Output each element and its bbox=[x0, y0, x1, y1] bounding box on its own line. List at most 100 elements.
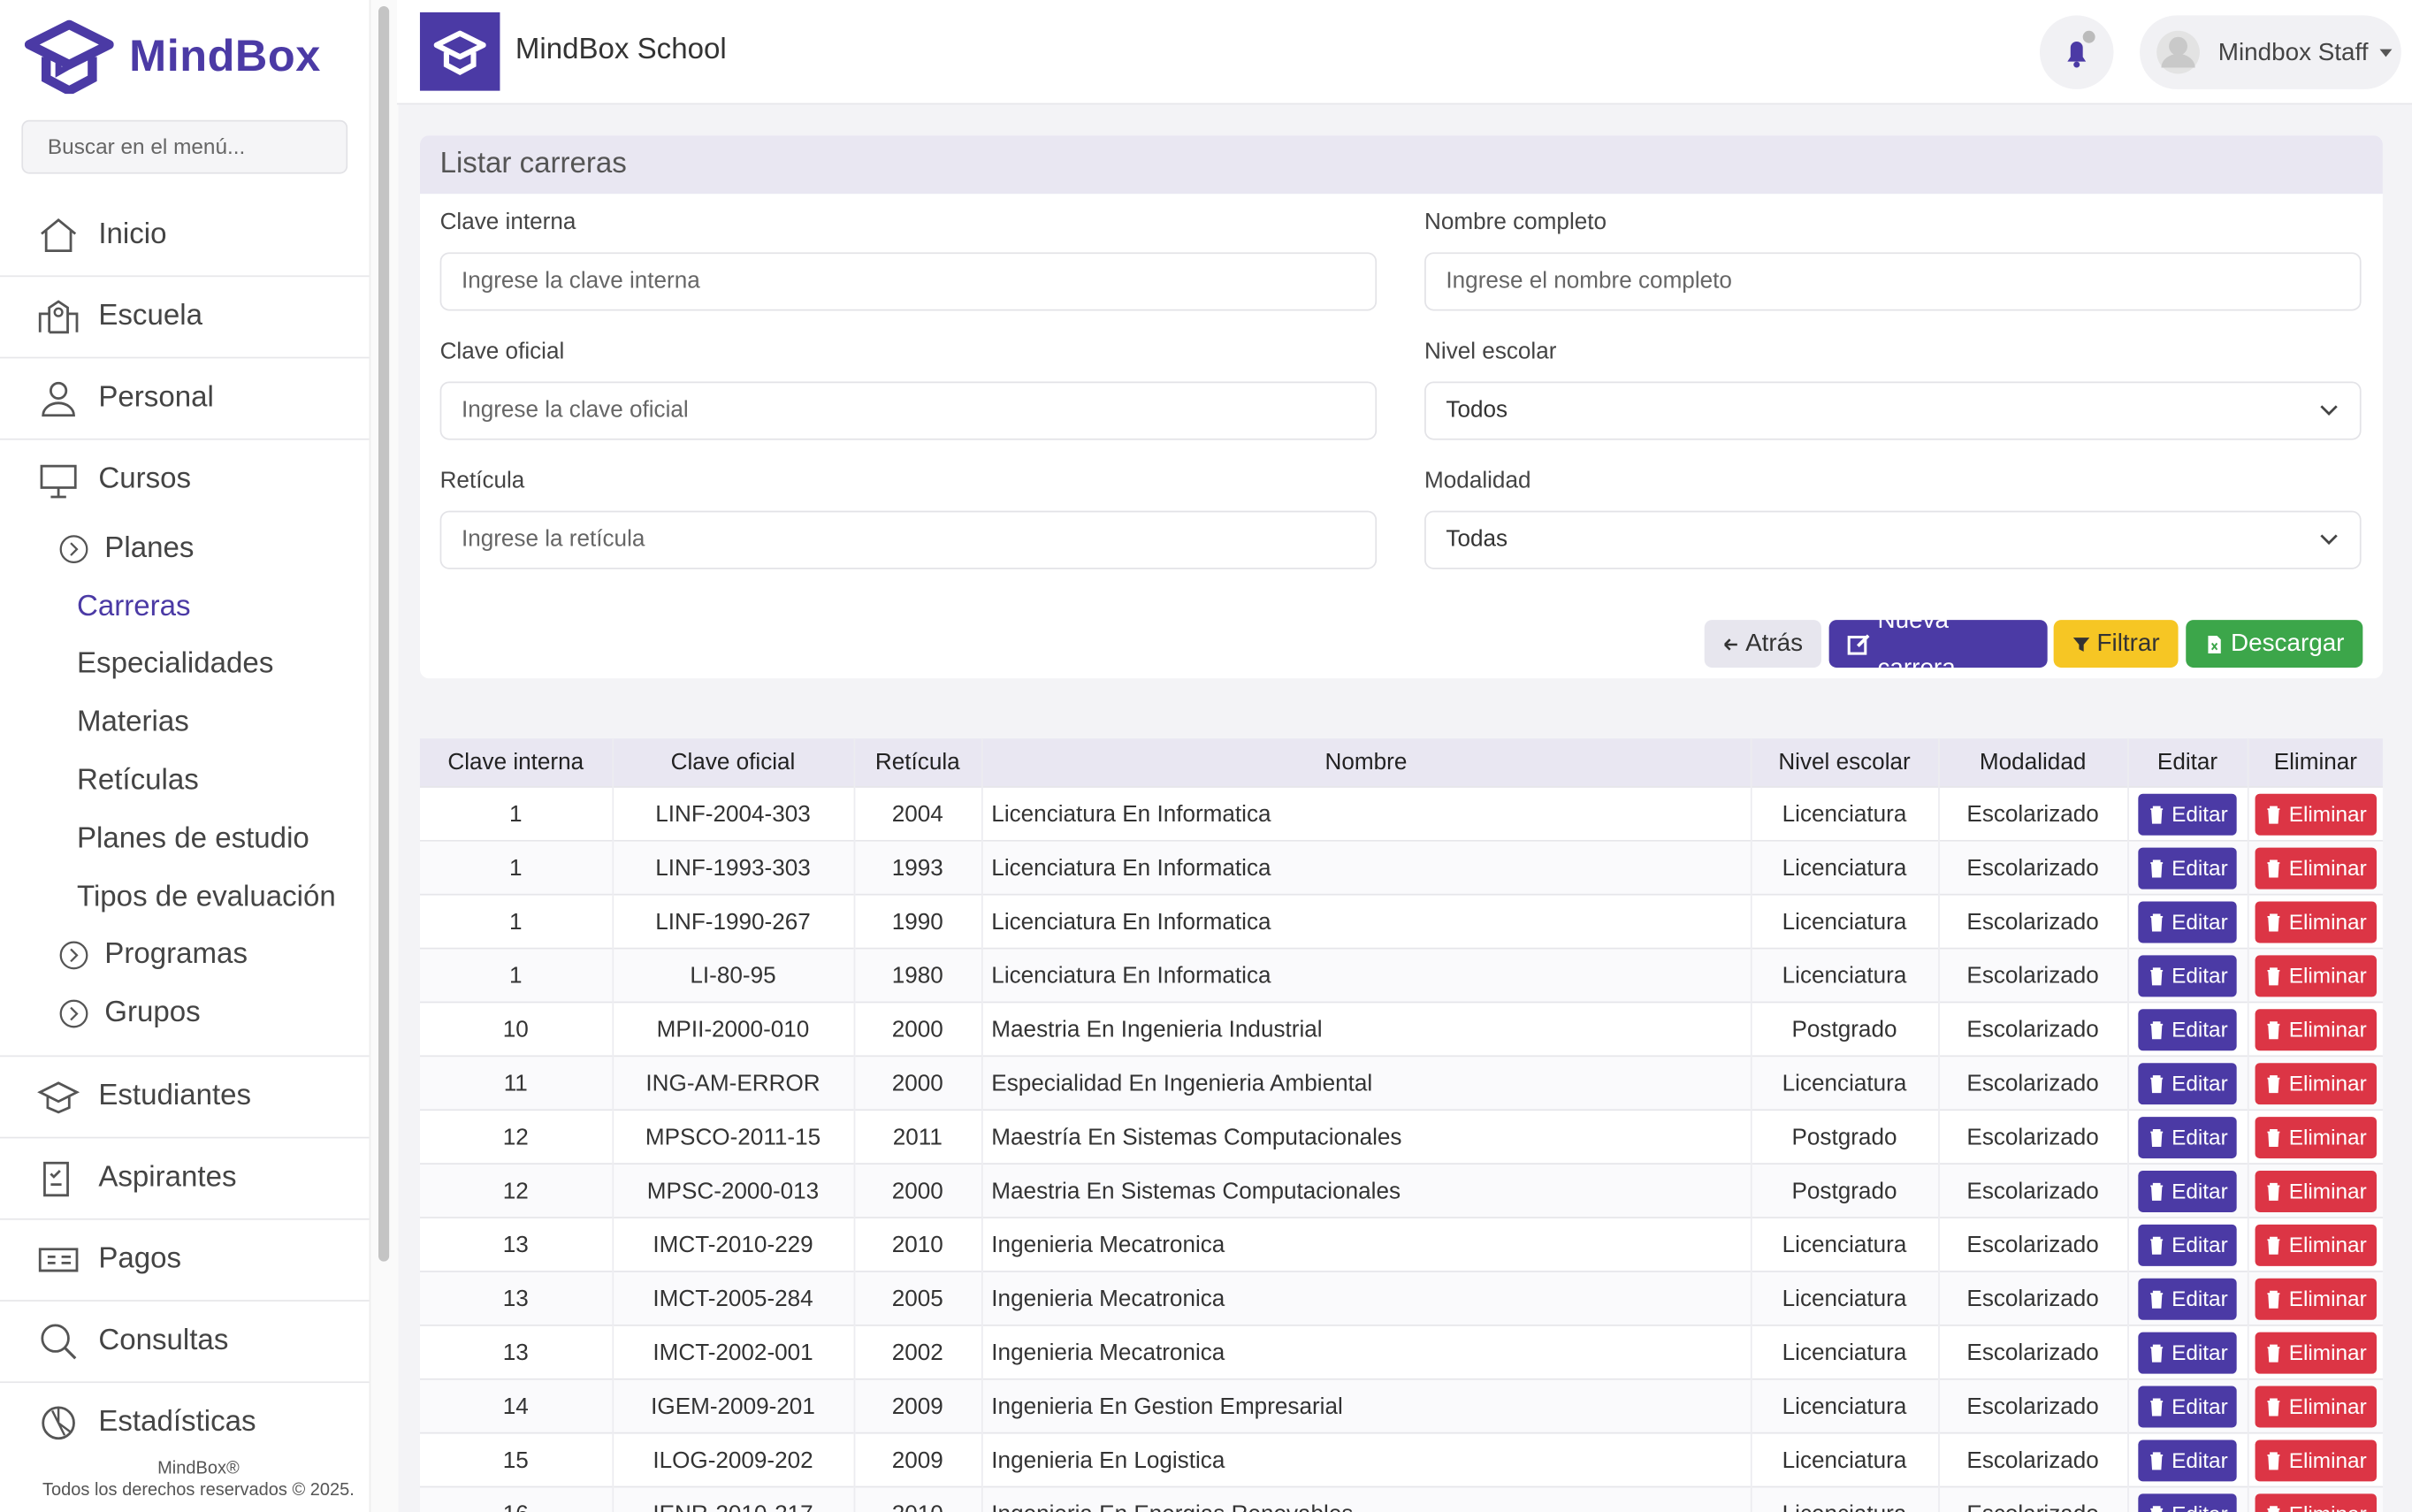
edit-button[interactable]: Editar bbox=[2137, 1439, 2238, 1481]
delete-button[interactable]: Eliminar bbox=[2255, 1008, 2377, 1050]
edit-button[interactable]: Editar bbox=[2137, 1008, 2238, 1050]
table-cell: 2000 bbox=[852, 1163, 981, 1218]
table-cell: Licenciatura En Informatica bbox=[981, 839, 1751, 895]
delete-button[interactable]: Eliminar bbox=[2255, 1331, 2377, 1373]
menu-item[interactable]: Aspirantes bbox=[0, 1139, 370, 1220]
menu-label: Pagos bbox=[98, 1243, 182, 1276]
menu-item[interactable]: Cursos bbox=[0, 440, 370, 520]
button-label: Editar bbox=[2172, 909, 2228, 935]
edit-button[interactable]: Editar bbox=[2137, 1493, 2238, 1512]
button-label: Eliminar bbox=[2288, 1340, 2367, 1365]
brand[interactable]: MindBox bbox=[24, 19, 321, 95]
trash-icon bbox=[2267, 1182, 2280, 1201]
delete-button[interactable]: Eliminar bbox=[2255, 1062, 2377, 1104]
edit-button[interactable]: Editar bbox=[2137, 1224, 2238, 1265]
brand-name: MindBox bbox=[129, 31, 321, 81]
submenu-item[interactable]: Especialidades bbox=[0, 637, 370, 695]
table-cell: Licenciatura En Informatica bbox=[981, 786, 1751, 841]
delete-button[interactable]: Eliminar bbox=[2255, 1224, 2377, 1265]
menu-item[interactable]: Personal bbox=[0, 358, 370, 440]
select-input[interactable]: Todas bbox=[1424, 510, 2362, 569]
menu-item[interactable]: Estadísticas bbox=[0, 1383, 370, 1465]
menu-item[interactable]: Consultas bbox=[0, 1302, 370, 1384]
user-menu[interactable]: Mindbox Staff bbox=[2140, 15, 2401, 89]
action-button[interactable]: Nueva carrera bbox=[1828, 607, 2048, 678]
submenu-item[interactable]: Carreras bbox=[0, 578, 370, 637]
trash-icon bbox=[2267, 1451, 2280, 1470]
table-cell: Escolarizado bbox=[1937, 786, 2128, 841]
trash-icon bbox=[2149, 1343, 2163, 1362]
table-cell: 1 bbox=[419, 893, 613, 949]
table-cell: Licenciatura bbox=[1750, 1378, 1939, 1433]
menu-search[interactable]: Buscar en el menú... bbox=[21, 119, 348, 174]
button-icon bbox=[1723, 638, 1737, 650]
submenu-label: Programas bbox=[104, 939, 248, 972]
edit-button[interactable]: Editar bbox=[2137, 792, 2238, 835]
button-icon bbox=[1847, 633, 1870, 654]
table-cell: Licenciatura bbox=[1750, 786, 1939, 841]
notifications[interactable] bbox=[2039, 15, 2114, 89]
edit-button[interactable]: Editar bbox=[2137, 1331, 2238, 1373]
edit-button[interactable]: Editar bbox=[2137, 1170, 2238, 1212]
submenu-item[interactable]: Programas bbox=[0, 927, 370, 985]
table-cell: Licenciatura bbox=[1750, 1055, 1939, 1111]
edit-button[interactable]: Editar bbox=[2137, 900, 2238, 943]
scrollbar[interactable] bbox=[369, 0, 399, 1512]
text-input[interactable]: Ingrese la clave interna bbox=[439, 252, 1378, 311]
edit-button[interactable]: Editar bbox=[2137, 954, 2238, 997]
trash-icon bbox=[2149, 1289, 2163, 1308]
table-cell: 2005 bbox=[852, 1271, 981, 1325]
delete-button[interactable]: Eliminar bbox=[2255, 1170, 2377, 1212]
delete-button[interactable]: Eliminar bbox=[2255, 792, 2377, 835]
edit-button[interactable]: Editar bbox=[2137, 1277, 2238, 1319]
delete-button[interactable]: Eliminar bbox=[2255, 1116, 2377, 1158]
careers-table: Clave interna Clave oficial Retícula Nombre… bbox=[419, 738, 2383, 1512]
select-input[interactable]: Todos bbox=[1424, 381, 2362, 440]
submenu-label: Especialidades bbox=[76, 648, 274, 681]
submenu-item[interactable]: Planes bbox=[0, 520, 370, 578]
menu-item[interactable]: Escuela bbox=[0, 277, 370, 359]
action-button[interactable]: Atrás bbox=[1704, 620, 1821, 668]
text-input[interactable]: Ingrese la retícula bbox=[439, 510, 1378, 569]
action-cell: Editar bbox=[2126, 1378, 2248, 1433]
scroll-thumb[interactable] bbox=[378, 5, 390, 1262]
menu-item[interactable]: Estudiantes bbox=[0, 1058, 370, 1139]
submenu-item[interactable]: Grupos bbox=[0, 985, 370, 1043]
submenu-item[interactable]: Planes de estudio bbox=[0, 811, 370, 869]
action-cell: Editar bbox=[2126, 893, 2248, 949]
menu-item[interactable]: Pagos bbox=[0, 1220, 370, 1302]
delete-button[interactable]: Eliminar bbox=[2255, 1493, 2377, 1512]
form-field: Clave interna Ingrese la clave interna bbox=[439, 210, 1378, 311]
delete-button[interactable]: Eliminar bbox=[2255, 900, 2377, 943]
edit-button[interactable]: Editar bbox=[2137, 846, 2238, 889]
menu-icon bbox=[41, 1324, 77, 1360]
menu-item[interactable]: Inicio bbox=[0, 195, 370, 278]
edit-button[interactable]: Editar bbox=[2137, 1385, 2238, 1427]
menu-label: Escuela bbox=[98, 300, 202, 332]
table-cell: Escolarizado bbox=[1937, 1001, 2128, 1057]
panel-title: Listar carreras bbox=[419, 135, 2383, 195]
submenu-label: Planes de estudio bbox=[76, 822, 309, 856]
table-cell: IMCT-2005-284 bbox=[611, 1271, 854, 1325]
submenu-item[interactable]: Tipos de evaluación bbox=[0, 869, 370, 928]
submenu-item[interactable]: Retículas bbox=[0, 752, 370, 811]
table-cell: 15 bbox=[419, 1432, 613, 1487]
table-cell: 2010 bbox=[852, 1217, 981, 1271]
delete-button[interactable]: Eliminar bbox=[2255, 846, 2377, 889]
action-button[interactable]: Filtrar bbox=[2053, 620, 2179, 668]
delete-button[interactable]: Eliminar bbox=[2255, 1385, 2377, 1427]
trash-icon bbox=[2149, 1235, 2163, 1254]
action-button[interactable]: Descargar bbox=[2186, 620, 2363, 668]
text-input[interactable]: Ingrese el nombre completo bbox=[1424, 252, 2362, 311]
button-label: Eliminar bbox=[2288, 1232, 2367, 1257]
submenu-item[interactable]: Materias bbox=[0, 694, 370, 752]
text-input[interactable]: Ingrese la clave oficial bbox=[439, 381, 1378, 440]
delete-button[interactable]: Eliminar bbox=[2255, 954, 2377, 997]
delete-button[interactable]: Eliminar bbox=[2255, 1277, 2377, 1319]
table-cell: LINF-1990-267 bbox=[611, 893, 854, 949]
edit-button[interactable]: Editar bbox=[2137, 1062, 2238, 1104]
table-cell: LINF-1993-303 bbox=[611, 839, 854, 895]
button-label: Eliminar bbox=[2288, 1017, 2367, 1042]
edit-button[interactable]: Editar bbox=[2137, 1116, 2238, 1158]
delete-button[interactable]: Eliminar bbox=[2255, 1439, 2377, 1481]
